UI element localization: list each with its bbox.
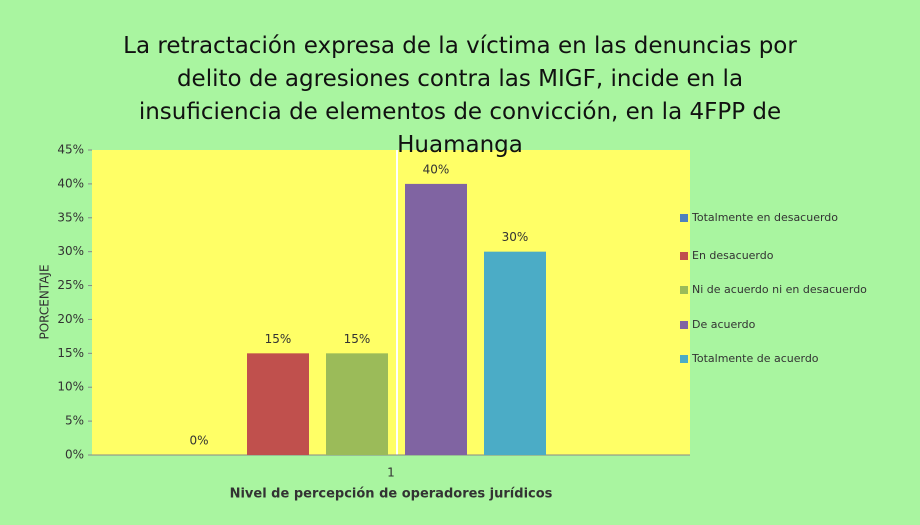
y-tick-label: 10%	[57, 380, 84, 394]
legend-label: En desacuerdo	[692, 249, 774, 262]
y-axis-label: PORCENTAJE	[38, 264, 52, 339]
legend-label: Ni de acuerdo ni en desacuerdo	[692, 283, 867, 296]
x-axis-label: Nivel de percepción de operadores jurídi…	[230, 487, 553, 502]
value-label: 0%	[189, 434, 208, 448]
legend-swatch	[680, 252, 688, 260]
legend-swatch	[680, 321, 688, 329]
bar	[247, 353, 309, 455]
y-tick-label: 35%	[57, 210, 84, 224]
y-tick-label: 30%	[57, 244, 84, 258]
y-tick-label: 20%	[57, 312, 84, 326]
y-tick-label: 5%	[65, 414, 84, 428]
value-label: 15%	[265, 332, 292, 346]
value-label: 30%	[502, 230, 529, 244]
y-tick-label: 40%	[57, 176, 84, 190]
x-tick-label: 1	[387, 466, 395, 480]
legend-label: Totalmente de acuerdo	[691, 352, 819, 365]
bar	[405, 183, 467, 455]
bar	[326, 353, 388, 455]
value-label: 15%	[344, 332, 371, 346]
plot-area	[92, 150, 690, 455]
chart-title: La retractación expresa de la víctima en…	[123, 33, 797, 158]
value-label: 40%	[423, 162, 450, 176]
y-tick-label: 0%	[65, 448, 84, 462]
legend-label: Totalmente en desacuerdo	[691, 211, 838, 224]
y-tick-label: 25%	[57, 278, 84, 292]
legend-label: De acuerdo	[692, 318, 756, 331]
y-tick-label: 15%	[57, 346, 84, 360]
legend-swatch	[680, 355, 688, 363]
legend-swatch	[680, 214, 688, 222]
legend-swatch	[680, 286, 688, 294]
bar	[484, 251, 546, 455]
y-tick-label: 45%	[57, 143, 84, 157]
